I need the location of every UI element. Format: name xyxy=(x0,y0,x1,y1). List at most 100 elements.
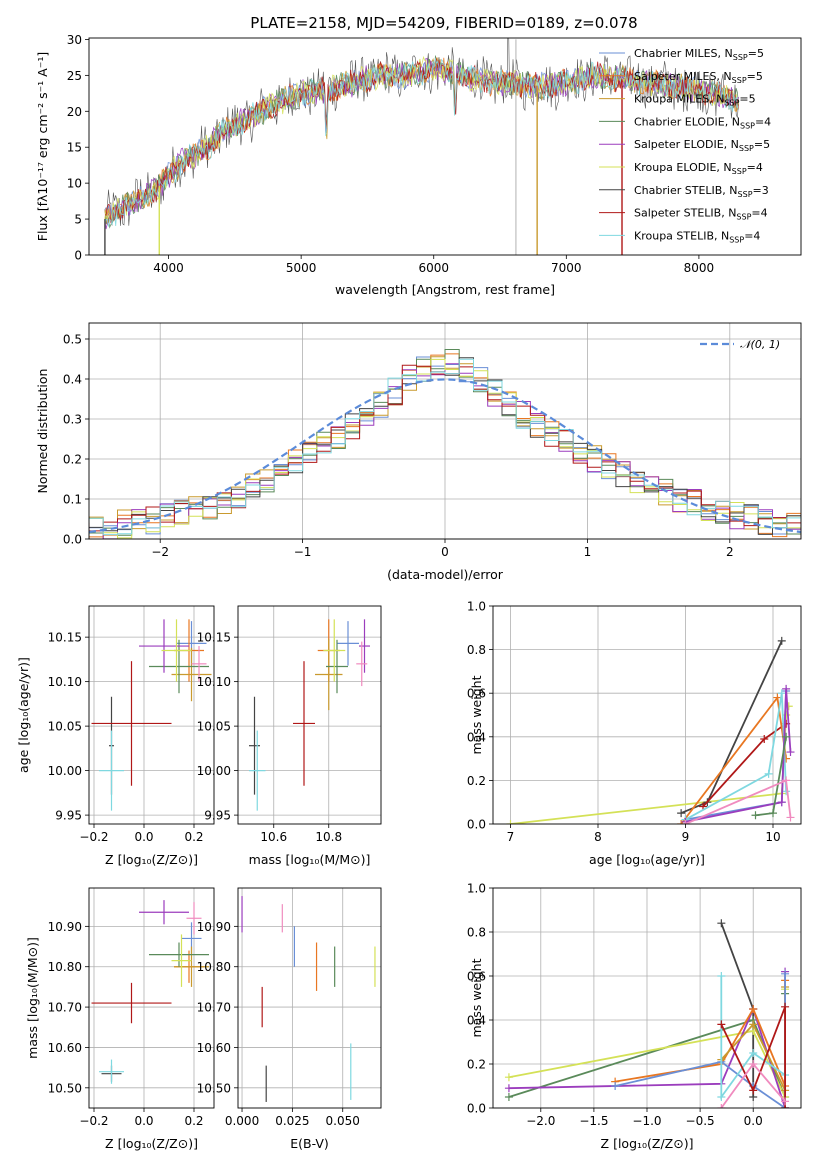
mass_vs_EBV-points xyxy=(241,896,376,1102)
mass_vs_Z-ylabel: mass [log₁₀(M/M⊙)] xyxy=(25,937,40,1059)
weight-marker xyxy=(782,787,791,796)
weight-marker xyxy=(751,811,760,820)
weight-marker xyxy=(749,1060,758,1068)
age_vs_mass-xlabel: mass [log₁₀(M/M⊙)] xyxy=(249,852,371,867)
mass_weight_vs_age-ylabel: mass weight xyxy=(469,675,484,754)
mass_weight_vs_Z-frame xyxy=(492,887,802,1109)
legend-label-normal: 𝒩(0, 1) xyxy=(740,338,780,351)
y-tick-label: 10.80 xyxy=(197,960,231,974)
legend-label: Kroupa MILES, NSSP=5 xyxy=(634,93,756,108)
histogram-lines xyxy=(89,349,801,539)
weight-marker xyxy=(677,820,686,824)
legend-label: Kroupa STELIB, NSSP=4 xyxy=(634,229,760,244)
x-tick-label: 0 xyxy=(441,545,449,559)
spectrum-xlabel: wavelength [Angstrom, rest frame] xyxy=(335,282,555,297)
y-tick-label: 0.2 xyxy=(467,1058,486,1072)
mass_vs_Z-frame xyxy=(88,887,215,1109)
errorbar-point xyxy=(99,730,124,811)
histogram-series-8 xyxy=(89,358,801,536)
mass_weight_vs_Z-ylabel: mass weight xyxy=(469,958,484,1037)
x-tick-label: 1 xyxy=(584,545,592,559)
y-tick-label: 10.05 xyxy=(197,720,231,734)
legend-label: Chabrier STELIB, NSSP=3 xyxy=(634,184,769,199)
weight-marker xyxy=(773,693,782,702)
errorbar-point xyxy=(174,946,209,987)
weight-marker xyxy=(786,813,795,822)
y-tick-label: 0.4 xyxy=(467,1014,486,1028)
weight-marker xyxy=(777,798,786,807)
errorbar-point xyxy=(161,619,192,682)
weight-line-8 xyxy=(720,1006,786,1108)
mass_weight_vs_Z-xlabel: Z [log₁₀(Z/Z⊙)] xyxy=(601,1136,694,1151)
spectrum-series-8 xyxy=(104,58,739,227)
residual_distribution-ylabel: Normed distribution xyxy=(35,369,50,494)
x-tick-label: 5000 xyxy=(286,261,317,275)
weight-marker xyxy=(764,769,773,778)
legend-label: Chabrier ELODIE, NSSP=4 xyxy=(634,115,771,130)
weight-marker xyxy=(781,969,790,978)
weight-marker xyxy=(749,1020,758,1029)
age_vs_mass-axes: 10.6 10.8 9.95 10.00 10.05 10.10 10.15 xyxy=(197,606,381,844)
y-tick-label: 0.6 xyxy=(467,687,486,701)
age_vs_Z-axes: −0.2 0.0 0.2 9.95 10.00 10.05 10.10 10.15 xyxy=(48,606,214,844)
y-tick-label: 0.4 xyxy=(63,373,82,387)
weight-marker xyxy=(782,684,791,693)
errorbar-point xyxy=(91,661,172,786)
y-tick-label: 0.8 xyxy=(467,643,486,657)
spectrum-frame xyxy=(88,37,802,256)
weight-marker xyxy=(749,1049,758,1057)
errorbar-point xyxy=(293,661,315,786)
mass_vs_Z-axes: −0.2 0.0 0.2 10.50 10.60 10.70 10.80 10.90 xyxy=(48,888,214,1128)
x-tick-label: −1.5 xyxy=(579,1114,608,1128)
x-tick-label: 0.0 xyxy=(134,830,153,844)
normal-curve xyxy=(89,378,801,534)
mass_weight_vs_age-xlabel: age [log₁₀(age/yr)] xyxy=(589,852,705,867)
weight-marker xyxy=(717,972,726,980)
x-tick-label: 8000 xyxy=(684,261,715,275)
errorbar-point xyxy=(99,1059,124,1084)
mass_weight_vs_age-frame xyxy=(492,605,802,825)
mass_vs_EBV-xlabel: E(B-V) xyxy=(290,1136,329,1151)
mass_vs_EBV-frame xyxy=(237,887,382,1109)
x-tick-label: 6000 xyxy=(418,261,449,275)
weight-marker xyxy=(781,1002,790,1011)
y-tick-label: 10.90 xyxy=(197,920,231,934)
weight-marker xyxy=(777,689,786,698)
y-tick-label: 0.0 xyxy=(63,533,82,547)
errorbar-point xyxy=(191,646,207,682)
errorbar-point xyxy=(139,619,189,673)
x-tick-label: 0.2 xyxy=(184,1114,203,1128)
weight-marker xyxy=(760,734,769,743)
x-tick-label: −0.2 xyxy=(79,830,108,844)
x-tick-label: 7 xyxy=(507,830,515,844)
y-tick-label: 0.6 xyxy=(467,970,486,984)
mass_vs_EBV-axes: 0.000 0.025 0.050 10.50 10.60 10.70 10.80 10.90 xyxy=(197,888,381,1128)
y-tick-label: 10.70 xyxy=(48,1001,82,1015)
y-tick-label: 0 xyxy=(74,249,82,263)
y-tick-label: 0.3 xyxy=(63,413,82,427)
weight-marker xyxy=(681,820,690,824)
weight-marker xyxy=(782,732,791,741)
y-tick-label: 10.60 xyxy=(48,1041,82,1055)
y-tick-label: 10.00 xyxy=(48,764,82,778)
x-tick-label: 8 xyxy=(594,830,602,844)
legend-label: Salpeter STELIB, NSSP=4 xyxy=(634,207,768,222)
y-tick-label: 5 xyxy=(74,213,82,227)
y-tick-label: 0.0 xyxy=(467,818,486,832)
y-tick-label: 9.95 xyxy=(204,809,231,823)
errorbar-point xyxy=(186,902,202,935)
y-tick-label: 0.5 xyxy=(63,333,82,347)
y-tick-label: 0.8 xyxy=(467,926,486,940)
weight-marker xyxy=(677,809,686,818)
y-tick-label: 10.10 xyxy=(197,675,231,689)
y-tick-label: 10.50 xyxy=(48,1081,82,1095)
legend-label: Salpeter ELODIE, NSSP=5 xyxy=(634,138,770,153)
x-tick-label: −1 xyxy=(294,545,312,559)
x-tick-label: −1.0 xyxy=(632,1114,661,1128)
errorbar-point xyxy=(356,641,368,687)
mass_vs_Z-points xyxy=(91,900,209,1084)
weight-line-7 xyxy=(720,976,786,1100)
y-tick-label: 10.05 xyxy=(48,720,82,734)
